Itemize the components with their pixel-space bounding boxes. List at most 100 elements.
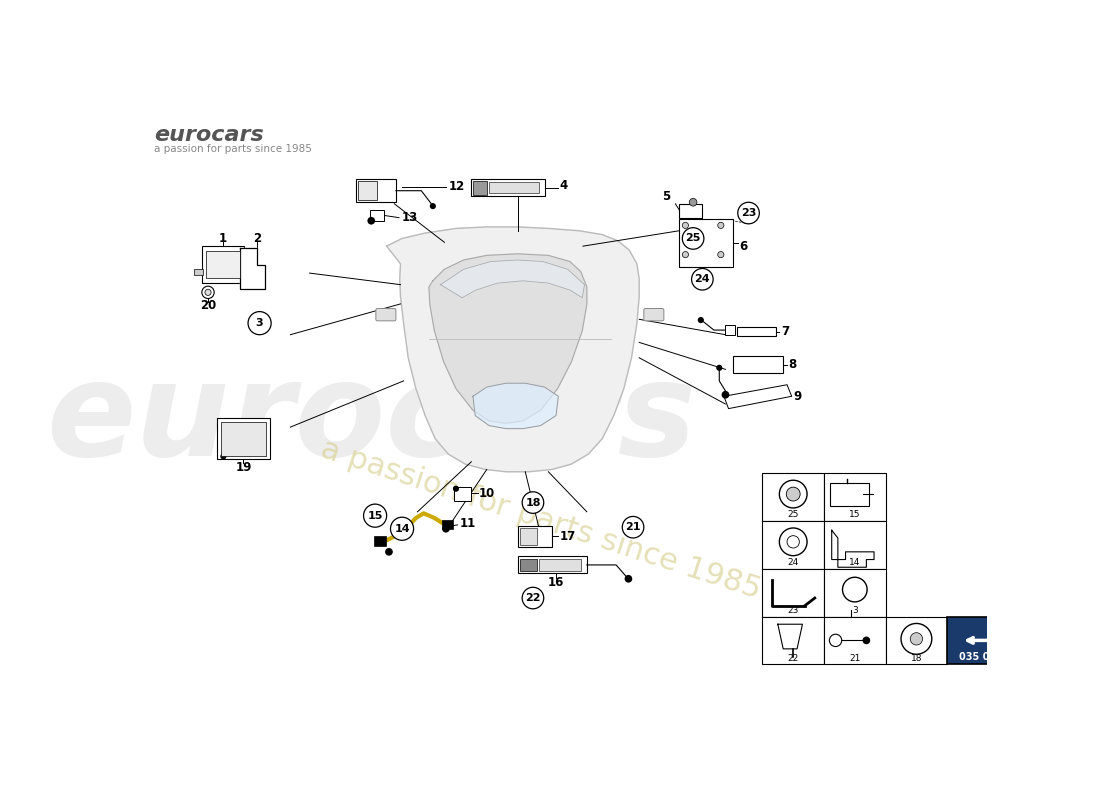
Bar <box>472 179 544 196</box>
Circle shape <box>682 228 704 250</box>
Circle shape <box>738 202 759 224</box>
Circle shape <box>786 487 800 501</box>
Bar <box>207 250 240 278</box>
Circle shape <box>202 286 215 298</box>
Circle shape <box>717 222 724 229</box>
Text: 21: 21 <box>625 522 641 532</box>
FancyBboxPatch shape <box>644 309 664 321</box>
Circle shape <box>522 492 543 514</box>
Circle shape <box>779 480 807 508</box>
Circle shape <box>390 517 414 540</box>
Bar <box>886 617 947 664</box>
Text: 17: 17 <box>560 530 576 543</box>
Circle shape <box>625 575 632 582</box>
Bar <box>221 422 266 455</box>
Circle shape <box>697 317 704 323</box>
Circle shape <box>205 290 211 295</box>
Text: 24: 24 <box>694 274 711 284</box>
Text: 22: 22 <box>525 593 541 603</box>
Polygon shape <box>473 383 559 429</box>
Circle shape <box>363 504 387 527</box>
Bar <box>762 521 824 569</box>
Circle shape <box>385 548 393 556</box>
Circle shape <box>690 198 697 206</box>
Bar <box>733 356 783 373</box>
Bar <box>680 219 733 267</box>
Bar <box>830 482 869 506</box>
Polygon shape <box>387 227 639 472</box>
Circle shape <box>722 391 729 398</box>
Circle shape <box>453 486 459 492</box>
Text: 1: 1 <box>219 232 227 245</box>
Circle shape <box>901 623 932 654</box>
Circle shape <box>522 587 543 609</box>
Text: 10: 10 <box>480 487 495 500</box>
Text: 19: 19 <box>235 461 252 474</box>
Bar <box>520 528 537 545</box>
Circle shape <box>692 269 713 290</box>
Bar <box>824 569 886 617</box>
Bar <box>356 179 396 202</box>
Text: 23: 23 <box>741 208 756 218</box>
Text: 4: 4 <box>560 179 569 192</box>
Text: eurocars: eurocars <box>154 126 264 146</box>
Text: 15: 15 <box>849 510 860 519</box>
Text: eurocars: eurocars <box>46 356 696 483</box>
Circle shape <box>779 528 807 556</box>
Bar <box>473 181 486 194</box>
Circle shape <box>716 365 723 371</box>
Text: 16: 16 <box>548 576 564 589</box>
Bar <box>762 474 824 521</box>
Bar <box>218 418 270 459</box>
Bar <box>680 204 703 218</box>
Text: 18: 18 <box>911 654 922 662</box>
Circle shape <box>788 536 800 548</box>
Circle shape <box>367 217 375 225</box>
Text: 3: 3 <box>851 606 858 615</box>
Bar <box>824 474 886 521</box>
Text: 22: 22 <box>788 654 799 662</box>
Text: 035 02: 035 02 <box>959 651 997 662</box>
Circle shape <box>717 251 724 258</box>
Polygon shape <box>778 624 803 649</box>
Text: 18: 18 <box>525 498 541 507</box>
Bar <box>370 210 384 221</box>
Bar <box>824 521 886 569</box>
Polygon shape <box>429 254 587 423</box>
Circle shape <box>430 203 436 209</box>
Text: 21: 21 <box>849 654 860 662</box>
Text: 25: 25 <box>685 234 701 243</box>
Circle shape <box>829 634 842 646</box>
Circle shape <box>682 251 689 258</box>
Text: 25: 25 <box>788 510 799 519</box>
Bar <box>517 526 552 547</box>
Text: 2: 2 <box>253 232 262 245</box>
Text: 14: 14 <box>394 524 410 534</box>
Bar <box>824 617 886 664</box>
Text: 23: 23 <box>788 606 799 615</box>
FancyBboxPatch shape <box>376 309 396 321</box>
Polygon shape <box>241 249 265 289</box>
Text: 3: 3 <box>256 318 263 328</box>
Text: 24: 24 <box>788 558 799 567</box>
Text: 5: 5 <box>662 190 670 202</box>
Bar <box>359 182 377 200</box>
Circle shape <box>249 311 272 334</box>
Polygon shape <box>440 260 584 298</box>
Bar <box>202 246 244 283</box>
Bar <box>517 557 586 574</box>
Text: 15: 15 <box>367 510 383 521</box>
Text: 13: 13 <box>403 211 418 224</box>
Text: a passion for parts since 1985: a passion for parts since 1985 <box>154 144 312 154</box>
Bar <box>442 519 453 529</box>
Polygon shape <box>832 530 875 567</box>
Bar <box>520 558 537 571</box>
FancyBboxPatch shape <box>725 325 736 335</box>
Bar <box>762 569 824 617</box>
Circle shape <box>911 633 923 645</box>
Text: 11: 11 <box>460 517 476 530</box>
Bar <box>539 558 582 571</box>
Text: 12: 12 <box>449 180 464 194</box>
Text: 9: 9 <box>793 390 802 403</box>
Bar <box>374 537 386 546</box>
